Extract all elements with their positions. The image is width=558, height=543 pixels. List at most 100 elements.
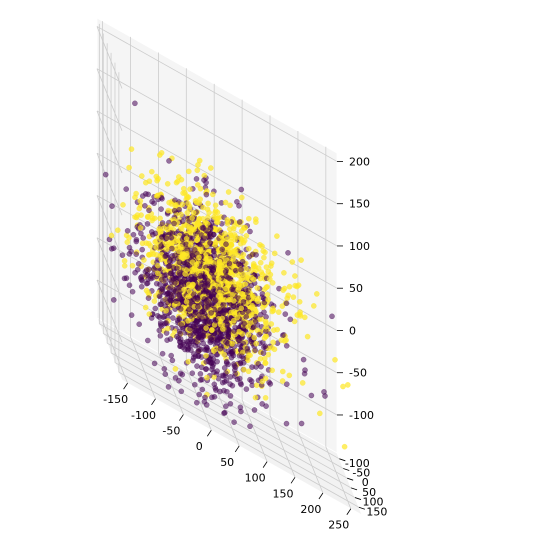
x-tick-label: 250 (328, 519, 349, 532)
x-tick-label: 0 (196, 440, 203, 453)
data-point (164, 226, 171, 233)
data-point (169, 274, 176, 281)
data-point (148, 168, 155, 175)
data-point (247, 228, 253, 235)
data-point (217, 345, 224, 352)
data-point (240, 355, 247, 362)
data-point (181, 309, 187, 316)
grid-z-left (96, 26, 123, 89)
data-point (300, 356, 307, 363)
x-tick-label: -100 (131, 409, 156, 422)
data-point (255, 298, 261, 305)
data-point (159, 350, 166, 357)
data-point (229, 286, 235, 293)
y-tick-label: 150 (366, 505, 387, 518)
data-point (235, 287, 242, 293)
data-point (270, 339, 277, 346)
data-point (283, 337, 289, 344)
y-tick-mark (358, 506, 366, 510)
data-point (202, 274, 208, 281)
z-tick-label: 0 (349, 325, 356, 338)
data-point (126, 234, 132, 241)
data-point (178, 388, 185, 395)
x-tick-mark (346, 508, 352, 515)
data-point (145, 214, 151, 221)
data-point (188, 267, 195, 273)
data-point (124, 227, 131, 234)
data-point (159, 234, 165, 240)
data-point (207, 258, 214, 265)
data-point (188, 313, 194, 319)
data-point (213, 387, 219, 393)
data-point (238, 194, 245, 201)
data-point (279, 378, 286, 384)
data-point (146, 207, 152, 214)
data-point (179, 371, 186, 378)
data-point (189, 215, 195, 221)
grid-z-left (96, 110, 123, 174)
data-point (316, 410, 323, 417)
data-point (182, 271, 188, 277)
data-point (221, 378, 228, 385)
data-points (102, 100, 351, 450)
data-point (248, 268, 255, 274)
data-point (266, 276, 273, 282)
data-point (145, 289, 151, 296)
data-point (136, 205, 143, 212)
data-point (251, 407, 258, 413)
data-point (234, 376, 241, 383)
data-point (151, 360, 158, 367)
data-point (238, 228, 245, 234)
data-point (228, 241, 235, 248)
data-point (207, 165, 214, 171)
data-point (245, 368, 252, 375)
data-point (197, 185, 204, 192)
data-point (207, 334, 214, 341)
data-point (121, 275, 128, 282)
data-point (267, 381, 274, 387)
data-point (135, 261, 142, 267)
data-point (245, 215, 252, 222)
data-point (193, 176, 200, 182)
data-point (262, 360, 268, 366)
data-point (332, 356, 338, 363)
data-point (262, 394, 269, 401)
data-point (253, 340, 260, 347)
data-point (248, 378, 255, 384)
data-point (199, 376, 205, 383)
data-point (211, 381, 218, 388)
data-point (283, 420, 290, 427)
data-point (223, 285, 229, 292)
data-point (230, 256, 237, 262)
data-point (175, 174, 182, 180)
data-point (250, 261, 257, 267)
data-point (221, 365, 228, 371)
data-point (215, 265, 222, 272)
data-point (191, 327, 198, 334)
data-point (231, 419, 237, 426)
data-point (145, 295, 152, 301)
data-point (218, 281, 224, 288)
data-point (145, 276, 151, 283)
y-tick-mark (347, 477, 354, 481)
data-point (183, 235, 190, 242)
data-point (163, 307, 169, 314)
data-point (196, 254, 202, 261)
data-point (227, 393, 234, 399)
data-point (227, 226, 233, 232)
data-point (226, 260, 233, 267)
data-point (271, 346, 278, 353)
data-point (194, 363, 200, 369)
grid-x-floor (269, 415, 296, 478)
data-point (194, 182, 201, 188)
data-point (189, 370, 196, 377)
data-point (200, 235, 207, 241)
data-point (196, 391, 203, 398)
x-tick-mark (234, 445, 240, 453)
data-point (286, 372, 293, 379)
data-point (170, 293, 177, 299)
data-point (157, 322, 164, 328)
data-point (252, 347, 259, 354)
data-point (217, 335, 223, 342)
data-point (245, 331, 252, 338)
